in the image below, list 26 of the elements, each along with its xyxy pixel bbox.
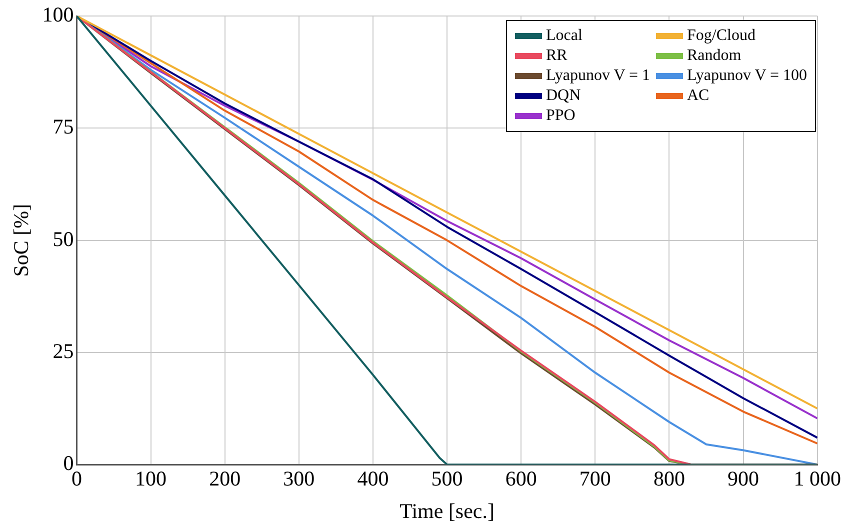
y-tick-label: 25 xyxy=(52,338,74,363)
legend-label: RR xyxy=(546,47,568,65)
y-tick-label: 0 xyxy=(63,451,74,476)
y-tick-label: 100 xyxy=(42,2,74,27)
x-tick-label: 100 xyxy=(135,466,167,491)
y-tick-label: 50 xyxy=(52,226,74,251)
x-tick-label: 1 000 xyxy=(794,466,841,491)
legend-label: Random xyxy=(687,47,742,65)
x-axis-title: Time [sec.] xyxy=(400,498,494,523)
legend-label: Lyapunov V = 100 xyxy=(687,67,807,85)
x-tick-label: 300 xyxy=(283,466,315,491)
x-tick-label: 500 xyxy=(431,466,463,491)
legend-label: Local xyxy=(546,27,582,45)
legend-label: Fog/Cloud xyxy=(687,27,756,45)
x-tick-label: 200 xyxy=(209,466,241,491)
x-tick-label: 900 xyxy=(728,466,760,491)
legend-label: AC xyxy=(687,87,710,105)
x-tick-label: 700 xyxy=(579,466,611,491)
x-tick-label: 600 xyxy=(505,466,537,491)
y-axis-title: SoC [%] xyxy=(9,204,34,277)
legend-label: Lyapunov V = 1 xyxy=(546,67,650,85)
x-tick-label: 400 xyxy=(357,466,389,491)
legend-label: DQN xyxy=(546,87,581,105)
y-tick-label: 75 xyxy=(52,114,74,139)
x-tick-label: 800 xyxy=(653,466,685,491)
legend-label: PPO xyxy=(546,107,576,125)
